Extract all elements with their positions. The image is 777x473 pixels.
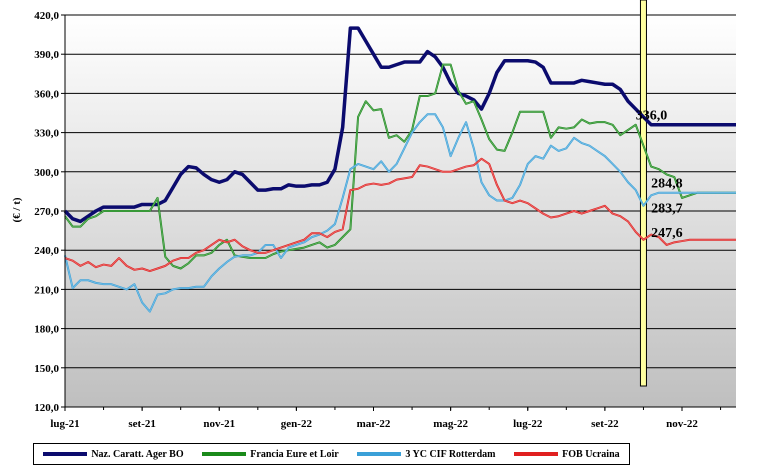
y-tick-label: 120,0 [34,402,59,414]
x-tick-label: set-22 [591,418,619,430]
series-line-3 [64,113,736,313]
y-tick-label: 210,0 [34,284,59,296]
y-tick-label: 300,0 [34,167,59,179]
series-highlight-2 [64,64,736,269]
value-annotation: 336,0 [636,109,668,124]
y-tick-label: 390,0 [34,49,59,61]
legend: Naz. Caratt. Ager BO Francia Eure et Loir… [33,443,630,465]
series-lines [63,26,736,313]
series-line-2 [64,63,736,270]
legend-item: 3 YC CIF Rotterdam [357,449,495,460]
x-tick-label: set-21 [128,418,156,430]
x-tick-label: nov-21 [203,418,235,430]
value-annotation: 247,6 [651,226,683,241]
legend-label: FOB Ucraina [562,448,620,460]
legend-label: Naz. Caratt. Ager BO [91,448,184,460]
value-annotation: 284,8 [651,176,683,191]
y-tick-label: 240,0 [34,245,59,257]
series-highlight-4 [64,158,736,272]
legend-item: Naz. Caratt. Ager BO [43,448,184,460]
x-tick-label: mag-22 [433,418,468,430]
value-annotation: 283,7 [651,201,683,216]
y-tick-label: 360,0 [34,88,59,100]
legend-label: 3 YC CIF Rotterdam [405,448,496,460]
y-tick-label: 270,0 [34,206,59,218]
legend-swatch [202,452,247,456]
y-tick-label: 330,0 [34,128,59,140]
y-tick-label: 180,0 [34,324,59,336]
y-tick-label: 420,0 [34,10,59,22]
legend-item: Francia Eure et Loir [202,448,339,460]
date-marker-bar [639,0,647,387]
legend-label: Francia Eure et Loir [250,448,339,460]
series-line-4 [64,157,736,273]
x-tick-label: lug-21 [50,418,79,430]
x-tick-label: mar-22 [357,418,391,430]
legend-item: FOB Ucraina [514,449,620,460]
x-tick-label: nov-22 [666,418,698,430]
legend-swatch [43,452,88,456]
y-axis-ticks: 120,0 150,0 180,0 210,0 240,0 270,0 300,0 330,0… [34,10,65,414]
y-axis-label: (€ / t) [11,197,23,222]
x-tick-label: lug-22 [513,418,543,430]
legend-swatch [357,452,402,456]
series-line-1 [63,26,736,224]
series-highlight-3 [64,113,736,313]
x-tick-label: gen-22 [281,418,313,430]
y-tick-label: 150,0 [34,363,59,375]
annotations: 336,0 284,8 283,7 247,6 [636,109,683,242]
x-axis-ticks: lug-21 set-21 nov-21 gen-22 mar-22 mag-22 lug-… [50,407,722,430]
legend-swatch [514,452,559,456]
